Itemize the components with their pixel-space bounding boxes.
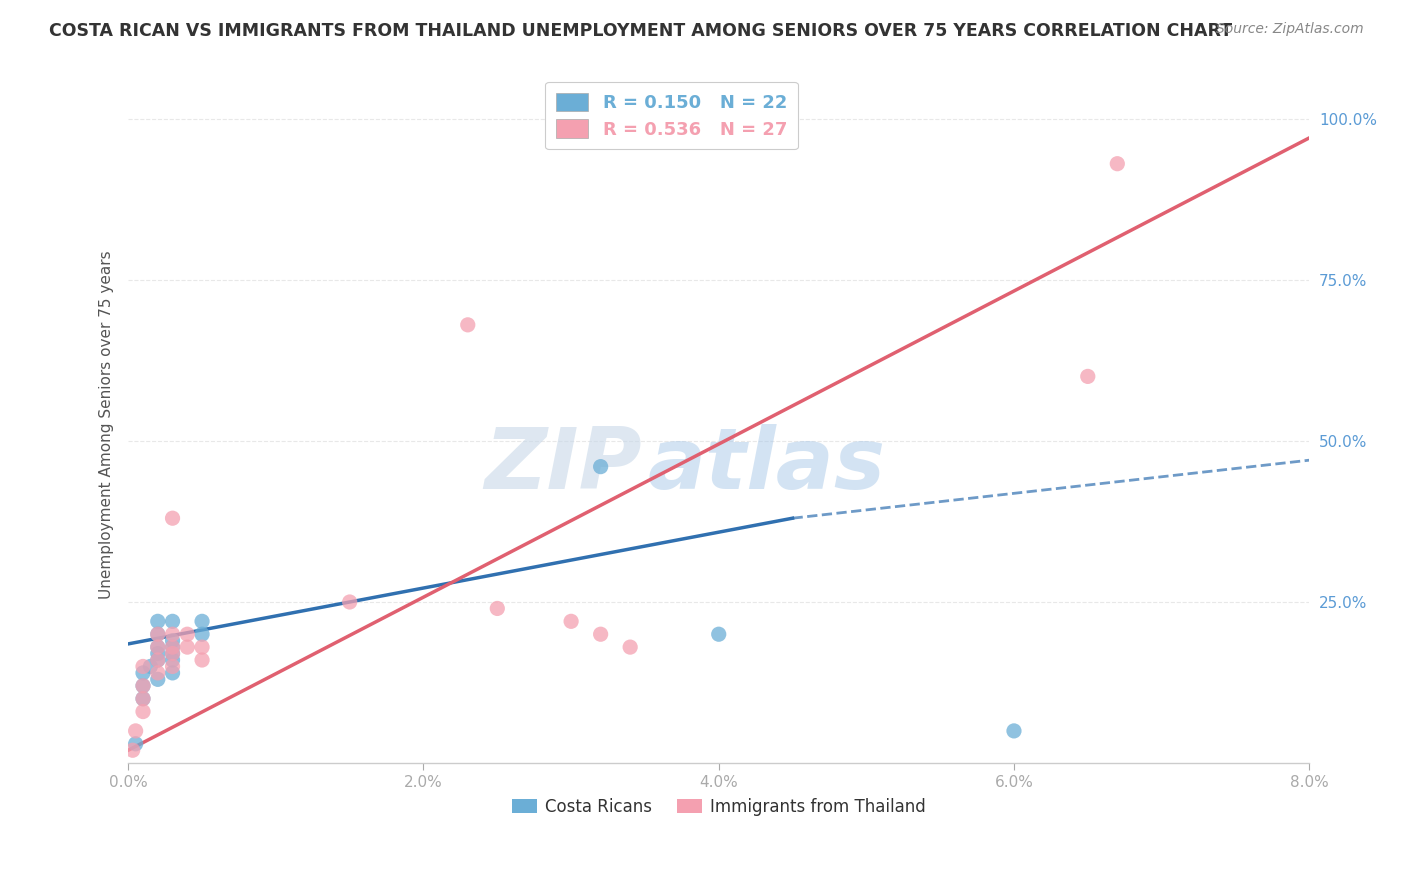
Text: atlas: atlas: [648, 424, 886, 507]
Point: [191, 653, 214, 667]
Point: [146, 673, 169, 687]
Point: [146, 640, 169, 654]
Point: [162, 653, 184, 667]
Point: [132, 705, 155, 719]
Point: [162, 615, 184, 629]
Point: [124, 723, 146, 738]
Point: [124, 737, 146, 751]
Point: [486, 601, 509, 615]
Point: [146, 653, 169, 667]
Point: [146, 653, 169, 667]
Point: [162, 659, 184, 673]
Point: [162, 511, 184, 525]
Point: [191, 615, 214, 629]
Point: [339, 595, 361, 609]
Point: [560, 615, 582, 629]
Point: [132, 691, 155, 706]
Point: [132, 679, 155, 693]
Point: [162, 627, 184, 641]
Text: Source: ZipAtlas.com: Source: ZipAtlas.com: [1216, 22, 1364, 37]
Point: [191, 627, 214, 641]
Point: [132, 679, 155, 693]
Point: [619, 640, 641, 654]
Text: ZIP: ZIP: [484, 424, 643, 507]
Point: [457, 318, 479, 332]
Point: [162, 640, 184, 654]
Point: [162, 665, 184, 680]
Point: [146, 665, 169, 680]
Point: [132, 691, 155, 706]
Point: [589, 627, 612, 641]
Point: [707, 627, 730, 641]
Text: COSTA RICAN VS IMMIGRANTS FROM THAILAND UNEMPLOYMENT AMONG SENIORS OVER 75 YEARS: COSTA RICAN VS IMMIGRANTS FROM THAILAND …: [49, 22, 1232, 40]
Point: [139, 659, 162, 673]
Point: [162, 647, 184, 661]
Point: [191, 640, 214, 654]
Point: [176, 640, 198, 654]
Point: [162, 647, 184, 661]
Point: [1107, 157, 1129, 171]
Point: [146, 647, 169, 661]
Point: [146, 627, 169, 641]
Y-axis label: Unemployment Among Seniors over 75 years: Unemployment Among Seniors over 75 years: [100, 251, 114, 599]
Point: [1077, 369, 1099, 384]
Point: [146, 627, 169, 641]
Point: [121, 743, 143, 757]
Point: [132, 665, 155, 680]
Point: [589, 459, 612, 474]
Point: [146, 615, 169, 629]
Point: [162, 633, 184, 648]
Point: [146, 640, 169, 654]
Point: [132, 659, 155, 673]
Point: [176, 627, 198, 641]
Point: [1002, 723, 1025, 738]
Point: [162, 640, 184, 654]
Legend: Costa Ricans, Immigrants from Thailand: Costa Ricans, Immigrants from Thailand: [505, 791, 932, 822]
